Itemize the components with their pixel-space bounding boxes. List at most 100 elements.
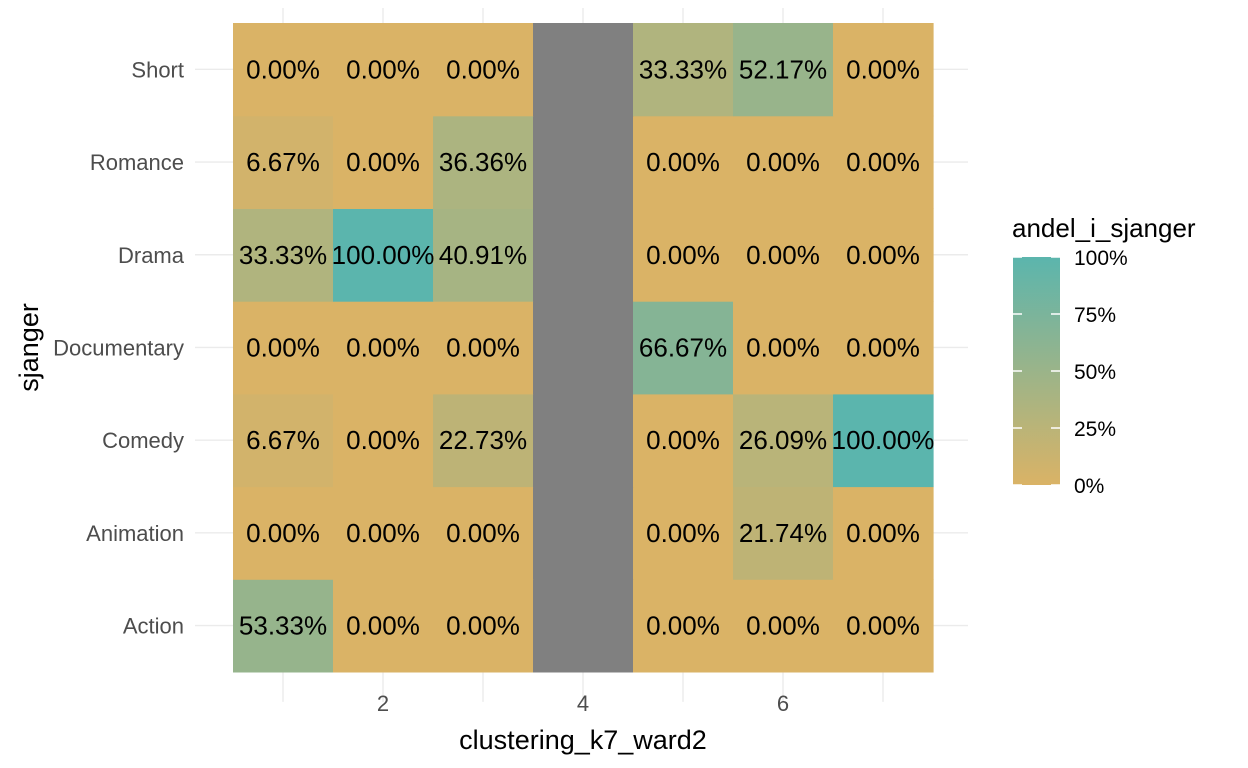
cell-short-6: [733, 23, 834, 117]
x-tick-label-4: 4: [577, 691, 589, 716]
y-axis-title: sjanger: [14, 303, 44, 392]
cell-label-comedy-2: 0.00%: [346, 425, 420, 455]
cell-romance-4: [533, 115, 634, 209]
cell-short-4: [533, 23, 634, 117]
cell-documentary-3: [433, 301, 534, 395]
cell-romance-2: [333, 115, 434, 209]
cell-label-documentary-7: 0.00%: [846, 332, 920, 362]
y-tick-label-drama: Drama: [118, 243, 185, 268]
cell-comedy-7: [833, 393, 934, 488]
cell-animation-6: [733, 486, 834, 580]
cell-documentary-6: [733, 301, 834, 395]
cell-action-2: [333, 579, 434, 673]
legend-label-100: 100%: [1074, 247, 1128, 270]
cell-label-animation-7: 0.00%: [846, 518, 920, 548]
cell-short-7: [833, 23, 934, 117]
y-tick-label-documentary: Documentary: [53, 335, 184, 360]
cell-animation-1: [233, 486, 334, 580]
cell-romance-7: [833, 115, 934, 209]
cell-action-7: [833, 579, 934, 673]
cell-value-labels: 53.33% 0.00% 0.00% 0.00% 0.00% 0.00% 0.00% 0.00…: [239, 54, 934, 640]
cell-drama-3: [433, 208, 534, 302]
legend-label-50: 50%: [1074, 361, 1116, 384]
cell-label-romance-5: 0.00%: [646, 147, 720, 177]
cell-label-animation-6: 21.74%: [739, 518, 827, 548]
y-tick-label-short: Short: [131, 57, 184, 82]
cell-drama-6: [733, 208, 834, 302]
cell-romance-6: [733, 115, 834, 209]
cell-label-documentary-6: 0.00%: [746, 332, 820, 362]
legend-label-0: 0%: [1074, 475, 1104, 498]
y-tick-label-animation: Animation: [86, 521, 184, 546]
x-tick-label-6: 6: [777, 691, 789, 716]
cell-label-short-6: 52.17%: [739, 54, 827, 84]
cell-label-romance-1: 6.67%: [246, 147, 320, 177]
cell-label-short-2: 0.00%: [346, 54, 420, 84]
y-tick-label-romance: Romance: [90, 150, 184, 175]
cell-animation-4: [533, 486, 634, 580]
cell-drama-5: [633, 208, 734, 302]
cell-label-drama-2: 100.00%: [332, 240, 435, 270]
cell-label-documentary-1: 0.00%: [246, 332, 320, 362]
cell-animation-2: [333, 486, 434, 580]
cell-label-drama-7: 0.00%: [846, 240, 920, 270]
cell-label-drama-5: 0.00%: [646, 240, 720, 270]
cell-label-comedy-6: 26.09%: [739, 425, 827, 455]
color-legend: andel_i_sjanger 0% 25% 50% 75% 100%: [1012, 213, 1196, 498]
cell-short-3: [433, 23, 534, 117]
cell-label-short-3: 0.00%: [446, 54, 520, 84]
cell-label-animation-5: 0.00%: [646, 518, 720, 548]
cell-label-documentary-2: 0.00%: [346, 332, 420, 362]
cell-comedy-1: [233, 393, 334, 488]
cell-action-3: [433, 579, 534, 673]
cell-comedy-5: [633, 393, 734, 488]
cell-short-2: [333, 23, 434, 117]
cell-label-short-7: 0.00%: [846, 54, 920, 84]
x-tick-label-2: 2: [377, 691, 389, 716]
cell-drama-2: [333, 208, 434, 302]
cell-label-action-1: 53.33%: [239, 611, 327, 641]
cell-label-action-2: 0.00%: [346, 611, 420, 641]
cell-action-6: [733, 579, 834, 673]
cell-comedy-2: [333, 393, 434, 488]
legend-label-25: 25%: [1074, 418, 1116, 441]
cell-romance-1: [233, 115, 334, 209]
x-axis-ticks: 2 4 6: [377, 691, 789, 716]
cell-drama-7: [833, 208, 934, 302]
cell-action-4: [533, 579, 634, 673]
cell-animation-3: [433, 486, 534, 580]
cell-drama-4: [533, 208, 634, 302]
cell-label-drama-1: 33.33%: [239, 240, 327, 270]
cell-label-romance-2: 0.00%: [346, 147, 420, 177]
cell-animation-7: [833, 486, 934, 580]
cell-documentary-7: [833, 301, 934, 395]
heatmap-cells: [233, 23, 934, 673]
cell-label-short-5: 33.33%: [639, 54, 727, 84]
cell-label-drama-3: 40.91%: [439, 240, 527, 270]
cell-action-1: [233, 579, 334, 673]
cell-label-comedy-7: 100.00%: [832, 425, 935, 455]
cell-animation-5: [633, 486, 734, 580]
cell-label-action-3: 0.00%: [446, 611, 520, 641]
legend-ticks: 0% 25% 50% 75% 100%: [1013, 247, 1128, 498]
cell-label-animation-1: 0.00%: [246, 518, 320, 548]
cell-documentary-4: [533, 301, 634, 395]
cell-label-action-7: 0.00%: [846, 611, 920, 641]
cell-documentary-1: [233, 301, 334, 395]
cell-comedy-4: [533, 393, 634, 488]
cell-label-animation-3: 0.00%: [446, 518, 520, 548]
x-axis-title: clustering_k7_ward2: [459, 725, 707, 755]
cell-label-comedy-3: 22.73%: [439, 425, 527, 455]
legend-title: andel_i_sjanger: [1012, 213, 1196, 243]
cell-label-drama-6: 0.00%: [746, 240, 820, 270]
cell-label-comedy-5: 0.00%: [646, 425, 720, 455]
cell-romance-3: [433, 115, 534, 209]
y-tick-label-comedy: Comedy: [102, 428, 184, 453]
cell-label-documentary-3: 0.00%: [446, 332, 520, 362]
cell-label-documentary-5: 66.67%: [639, 332, 727, 362]
cell-label-short-1: 0.00%: [246, 54, 320, 84]
cell-comedy-6: [733, 393, 834, 488]
cell-drama-1: [233, 208, 334, 302]
cell-short-5: [633, 23, 734, 117]
